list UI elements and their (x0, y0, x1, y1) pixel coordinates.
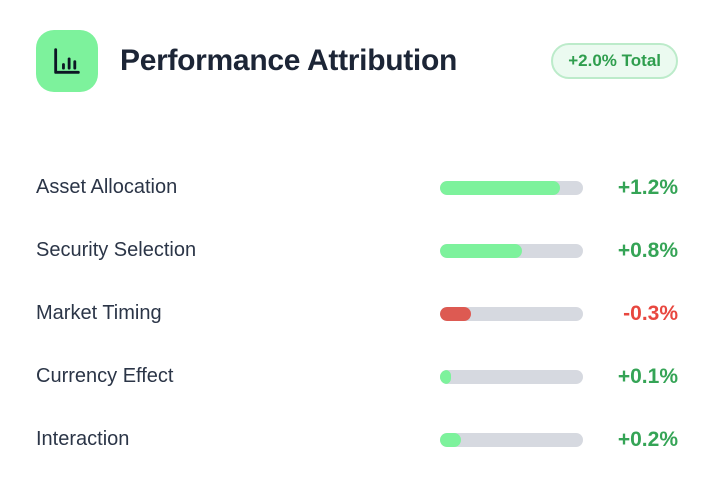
bar-track (440, 306, 583, 321)
page-title: Performance Attribution (120, 44, 458, 77)
attribution-row: Market Timing -0.3% (36, 282, 678, 345)
bar-track (440, 180, 583, 195)
row-label: Currency Effect (36, 365, 174, 387)
row-value: +0.1% (617, 364, 678, 388)
attribution-row: Currency Effect +0.1% (36, 345, 678, 408)
row-label: Asset Allocation (36, 176, 178, 198)
bar-track (440, 243, 583, 258)
attribution-rows: Asset Allocation +1.2% Security Selectio… (36, 156, 678, 471)
row-value: -0.3% (623, 301, 678, 325)
card-header: Performance Attribution +2.0% Total (36, 30, 678, 92)
bar-track (440, 369, 583, 384)
row-value: +0.8% (617, 238, 678, 262)
attribution-row: Interaction +0.2% (36, 408, 678, 471)
bar-chart-icon (36, 30, 98, 92)
total-badge: +2.0% Total (551, 43, 678, 79)
attribution-row: Asset Allocation +1.2% (36, 156, 678, 219)
bar-track (440, 432, 583, 447)
row-label: Market Timing (36, 302, 162, 324)
bar-fill (440, 180, 561, 195)
row-label: Security Selection (36, 239, 197, 261)
bar-fill (440, 432, 462, 447)
row-value: +0.2% (617, 427, 678, 451)
bar-fill (440, 369, 452, 384)
row-value: +1.2% (617, 175, 678, 199)
bar-fill (440, 243, 522, 258)
row-label: Interaction (36, 428, 130, 450)
attribution-row: Security Selection +0.8% (36, 219, 678, 282)
bar-fill (440, 306, 472, 321)
